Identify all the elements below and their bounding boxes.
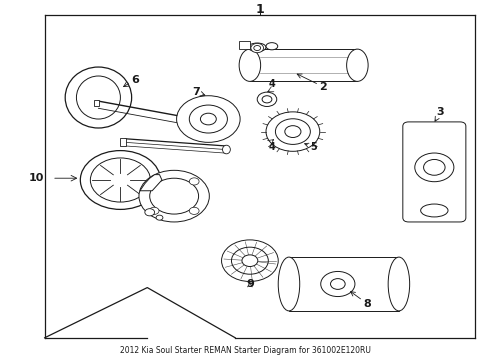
Ellipse shape [65, 67, 132, 128]
Text: 10: 10 [28, 173, 44, 183]
Bar [289, 257, 399, 311]
Circle shape [254, 45, 261, 50]
Text: 1: 1 [255, 3, 264, 16]
Circle shape [200, 113, 216, 125]
Circle shape [271, 131, 278, 136]
Text: 5: 5 [305, 142, 317, 152]
Ellipse shape [388, 257, 410, 311]
Circle shape [423, 159, 445, 175]
Bar [250, 49, 357, 81]
Circle shape [221, 240, 278, 282]
Circle shape [80, 150, 160, 210]
Text: 8: 8 [351, 292, 371, 309]
Circle shape [275, 119, 310, 144]
Text: 6: 6 [123, 75, 139, 87]
Ellipse shape [222, 145, 230, 154]
Ellipse shape [248, 43, 266, 51]
Circle shape [321, 271, 355, 297]
Bar [94, 100, 99, 107]
Circle shape [90, 158, 150, 202]
Text: 3: 3 [435, 107, 444, 121]
Circle shape [331, 279, 345, 289]
Circle shape [149, 178, 159, 185]
Text: 2012 Kia Soul Starter REMAN Starter Diagram for 361002E120RU: 2012 Kia Soul Starter REMAN Starter Diag… [120, 346, 370, 355]
Circle shape [145, 209, 155, 216]
Ellipse shape [266, 42, 278, 50]
Polygon shape [140, 175, 162, 191]
Circle shape [267, 128, 282, 139]
Circle shape [285, 126, 301, 138]
Ellipse shape [420, 204, 448, 217]
Bar [239, 41, 250, 49]
Circle shape [189, 178, 199, 185]
Ellipse shape [346, 49, 368, 81]
Ellipse shape [76, 76, 121, 119]
Circle shape [189, 207, 199, 215]
FancyBboxPatch shape [403, 122, 466, 222]
Text: 7: 7 [192, 87, 205, 97]
Circle shape [266, 112, 320, 151]
Circle shape [176, 96, 240, 142]
Circle shape [149, 207, 159, 215]
Circle shape [257, 92, 277, 107]
Circle shape [156, 215, 163, 220]
Text: 4: 4 [269, 78, 275, 89]
Ellipse shape [239, 49, 261, 81]
Circle shape [139, 170, 209, 222]
Text: 4: 4 [269, 141, 276, 152]
Text: 9: 9 [246, 279, 254, 289]
Circle shape [189, 105, 227, 133]
Circle shape [415, 153, 454, 182]
Circle shape [150, 178, 198, 214]
Ellipse shape [278, 257, 300, 311]
Circle shape [262, 96, 272, 103]
Text: 2: 2 [297, 74, 327, 92]
Circle shape [251, 43, 264, 53]
Circle shape [242, 255, 258, 266]
Bar [121, 138, 126, 146]
Circle shape [231, 247, 269, 274]
